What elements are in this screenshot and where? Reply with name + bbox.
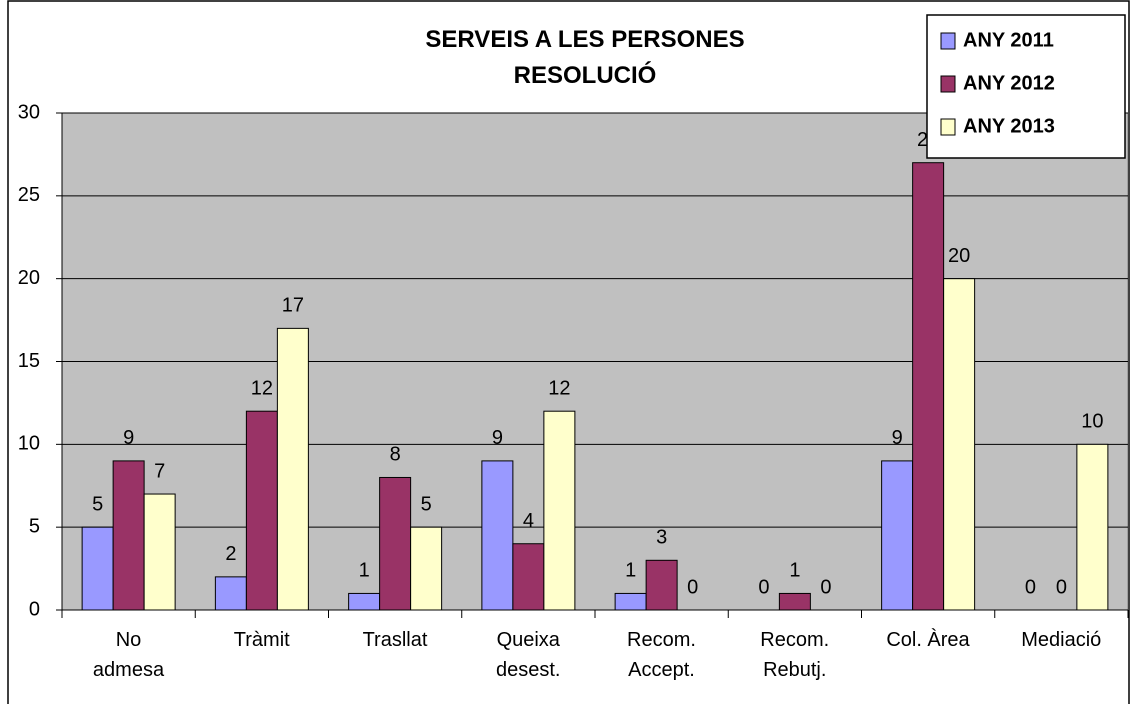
data-label: 9: [492, 427, 503, 449]
data-label: 12: [251, 377, 273, 399]
legend-swatch: [940, 75, 956, 93]
bar: [276, 327, 309, 611]
legend-label: ANY 2013: [963, 115, 1055, 137]
data-label: 9: [892, 427, 903, 449]
bar: [881, 460, 914, 611]
bar: [112, 460, 145, 611]
x-tick-label: Col. Àrea: [886, 629, 970, 651]
bar: [512, 543, 545, 611]
y-tick-label: 0: [29, 598, 40, 620]
x-tick-label: Mediació: [1021, 629, 1102, 651]
data-label: 0: [1056, 576, 1067, 598]
data-label: 10: [1081, 411, 1103, 433]
data-label: 7: [154, 460, 165, 482]
y-tick-label: 25: [18, 184, 40, 206]
y-tick-label: 10: [18, 433, 40, 455]
y-tick-label: 20: [18, 267, 40, 289]
bar: [614, 592, 647, 611]
bar: [1076, 443, 1109, 611]
bar: [348, 592, 381, 611]
bar: [143, 493, 176, 611]
data-label: 2: [225, 543, 236, 565]
y-tick-label: 30: [18, 101, 40, 123]
x-tick-label: Tràmit: [233, 629, 290, 651]
legend-label: ANY 2011: [963, 29, 1054, 51]
bar: [245, 410, 278, 611]
x-tick-label: Recom. Rebutj.: [760, 629, 830, 681]
data-label: 8: [390, 444, 401, 466]
bar: [481, 460, 514, 611]
bar: [81, 526, 114, 611]
x-tick-label: Queixa desest.: [496, 629, 561, 681]
legend-box: [926, 14, 1126, 159]
bar: [943, 278, 976, 611]
data-label: 9: [123, 427, 134, 449]
data-label: 20: [948, 245, 970, 267]
x-tick-label: Trasllat: [362, 629, 428, 651]
legend-swatch: [940, 32, 956, 50]
chart-title: SERVEIS A LES PERSONES RESOLUCIÓ: [425, 26, 745, 89]
data-label: 17: [282, 295, 304, 317]
bar: [912, 162, 945, 611]
bar: [543, 410, 576, 611]
data-label: 0: [758, 576, 769, 598]
data-label: 4: [523, 510, 534, 532]
data-label: 0: [687, 576, 698, 598]
data-label: 0: [1025, 576, 1036, 598]
y-tick-label: 15: [18, 350, 40, 372]
bar: [645, 559, 678, 611]
bar: [214, 576, 247, 611]
data-label: 5: [421, 493, 432, 515]
bar: [379, 476, 412, 611]
legend-label: ANY 2012: [963, 72, 1055, 94]
data-label: 1: [789, 560, 800, 582]
data-label: 5: [92, 493, 103, 515]
bar: [410, 526, 443, 611]
data-label: 3: [656, 527, 667, 549]
data-label: 1: [625, 560, 636, 582]
legend-swatch: [940, 118, 956, 136]
data-label: 0: [820, 576, 831, 598]
x-tick-label: No admesa: [92, 629, 165, 681]
x-tick-label: Recom. Accept.: [627, 629, 696, 681]
bar: [778, 592, 811, 611]
chart-border: [7, 0, 1130, 704]
data-label: 12: [548, 377, 570, 399]
y-tick-label: 5: [29, 515, 40, 537]
data-label: 1: [359, 560, 370, 582]
